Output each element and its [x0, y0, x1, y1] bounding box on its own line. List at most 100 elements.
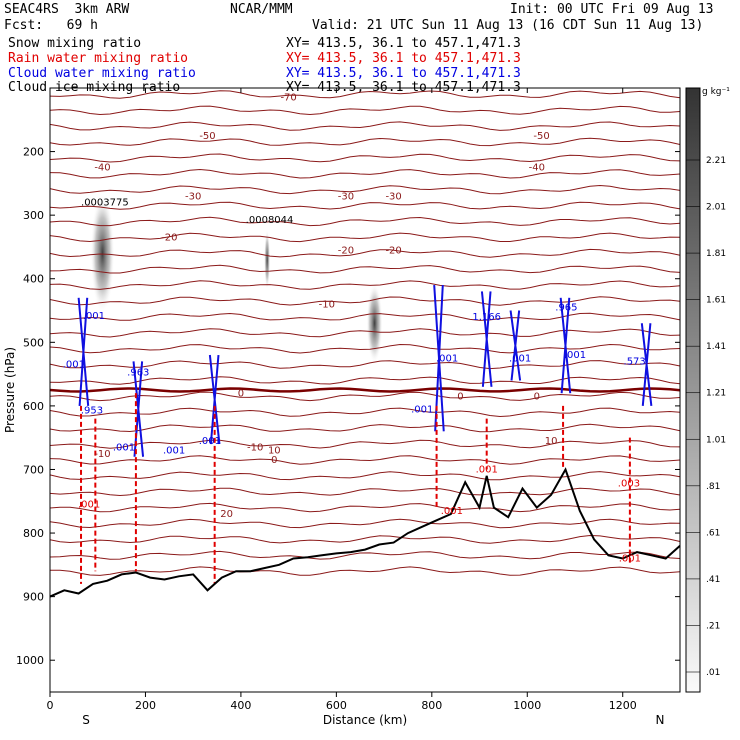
- isotherm-line: [49, 407, 681, 418]
- isotherm-line: [49, 216, 681, 227]
- isotherm-line: [49, 439, 681, 449]
- isotherm-line: [49, 121, 681, 131]
- x-tick-label: 200: [135, 699, 156, 712]
- isotherm-line: [49, 280, 681, 290]
- colorbar-label: .41: [706, 575, 720, 585]
- colorbar-unit: g kg⁻¹: [702, 87, 730, 97]
- colorbar-label: .21: [706, 621, 720, 631]
- isotherm-label: -10: [94, 449, 110, 460]
- isotherm-label: -30: [338, 191, 354, 202]
- header-fcst: Fcst: 69 h: [4, 18, 98, 33]
- mixing-ratio-label: 1.166: [472, 312, 501, 323]
- x-tick-label: 800: [421, 699, 442, 712]
- isotherm-line: [49, 391, 681, 402]
- header-org: NCAR/MMM: [230, 2, 293, 17]
- colorbar-label: 2.01: [706, 203, 726, 213]
- isotherm-contours: [49, 90, 681, 584]
- colorbar-label: 2.21: [706, 156, 726, 166]
- header-valid: Valid: 21 UTC Sun 11 Aug 13 (16 CDT Sun …: [312, 18, 704, 33]
- colorbar-ramp: [685, 87, 701, 693]
- isotherm-line: [49, 343, 681, 354]
- cloud-water-contour-5: [509, 310, 522, 381]
- isotherm-label: -70: [280, 93, 296, 104]
- y-tick-label: 600: [23, 400, 44, 413]
- x-tick-label: 1200: [609, 699, 637, 712]
- ice-shading-2: [264, 229, 271, 290]
- mixing-ratio-label: .001: [436, 353, 458, 364]
- isotherm-label: -40: [529, 163, 545, 174]
- mixing-ratio-label: .001: [509, 353, 531, 364]
- field-cloud-water-xy: XY= 413.5, 36.1 to 457.1,471.3: [286, 66, 521, 81]
- y-tick-label: 200: [23, 146, 44, 159]
- mixing-ratio-label: .001: [113, 442, 135, 453]
- colorbar-label: 1.21: [706, 389, 726, 399]
- colorbar-label: .01: [706, 668, 720, 678]
- mixing-ratio-label: .0008044: [246, 215, 294, 226]
- isotherm-line: [49, 471, 681, 481]
- colorbar-label: 1.01: [706, 435, 726, 445]
- ice-shading-1: [366, 283, 383, 364]
- x-axis-title: Distance (km): [323, 713, 407, 727]
- x-tick-label: 600: [326, 699, 347, 712]
- x-tick-label: 400: [230, 699, 251, 712]
- isotherm-line: [49, 153, 681, 163]
- isotherm-label: 0: [238, 388, 244, 399]
- mixing-ratio-label: .003: [618, 479, 640, 490]
- isotherm-label: 10: [268, 446, 281, 457]
- field-cloud-water-name: Cloud water mixing ratio: [8, 66, 196, 81]
- isotherm-line: [49, 566, 681, 576]
- isotherm-line: [49, 550, 681, 560]
- cloud-water-contour-7: [640, 323, 653, 407]
- isotherm-line: [49, 232, 681, 243]
- header-model: SEAC4RS 3km ARW: [4, 2, 130, 17]
- y-tick-label: 500: [23, 336, 44, 349]
- ice-snow-shading: [90, 193, 383, 364]
- isotherm-label: -20: [338, 245, 354, 256]
- x-endpoint-left: S: [82, 713, 90, 727]
- isotherm-label: -50: [199, 131, 215, 142]
- terrain-line: [49, 467, 681, 598]
- isotherm-label: -10: [319, 299, 335, 310]
- isotherm-line: [49, 423, 681, 433]
- y-tick-label: 800: [23, 527, 44, 540]
- isotherm-line: [49, 502, 681, 513]
- field-rain-name: Rain water mixing ratio: [8, 51, 189, 66]
- field-rain-xy: XY= 413.5, 36.1 to 457.1,471.3: [286, 51, 521, 66]
- isotherm-label: 10: [545, 436, 558, 447]
- isotherm-label: -30: [185, 191, 201, 202]
- mixing-ratio-label: .0003775: [81, 198, 129, 209]
- isotherm-line: [49, 376, 681, 385]
- isotherm-line: [49, 360, 681, 370]
- isotherm-label: 0: [457, 392, 463, 403]
- contour-labels: -70 -50 -50 -40 -40 -30 -30 -30 -20 -20 -20 -10 -10 -…: [63, 93, 646, 565]
- mixing-ratio-label: .001: [163, 446, 185, 457]
- cloud-water-contour-6: [559, 297, 572, 394]
- colorbar-label: 1.81: [706, 249, 726, 259]
- isotherm-line: [49, 264, 681, 274]
- y-tick-label: 400: [23, 273, 44, 286]
- mixing-ratio-label: .001: [83, 311, 105, 322]
- x-tick-label: 1000: [513, 699, 541, 712]
- isotherm-label: -50: [533, 131, 549, 142]
- colorbar-label: 1.41: [706, 342, 726, 352]
- isotherm-label: 0: [271, 455, 277, 466]
- isotherm-label: 0: [534, 392, 540, 403]
- isotherm-line: [49, 534, 681, 544]
- y-axis-title: Pressure (hPa): [3, 347, 17, 433]
- isotherm-label: -20: [385, 245, 401, 256]
- mixing-ratio-label: .001: [78, 500, 100, 511]
- colorbar-label: 1.61: [706, 296, 726, 306]
- field-snow-name: Snow mixing ratio: [8, 36, 142, 51]
- mixing-ratio-label: .963: [127, 367, 149, 378]
- colorbar-label: .81: [706, 482, 720, 492]
- colorbar-label: .61: [706, 528, 720, 538]
- isotherm-label: 20: [220, 509, 233, 520]
- isotherm-label: -30: [385, 191, 401, 202]
- ice-shading-0: [90, 193, 115, 314]
- mixing-ratio-label: .001: [476, 465, 498, 476]
- isotherm-line: [49, 184, 681, 195]
- mixing-ratio-label: .001: [63, 360, 85, 371]
- y-tick-label: 700: [23, 463, 44, 476]
- mixing-ratio-label: .965: [555, 303, 577, 314]
